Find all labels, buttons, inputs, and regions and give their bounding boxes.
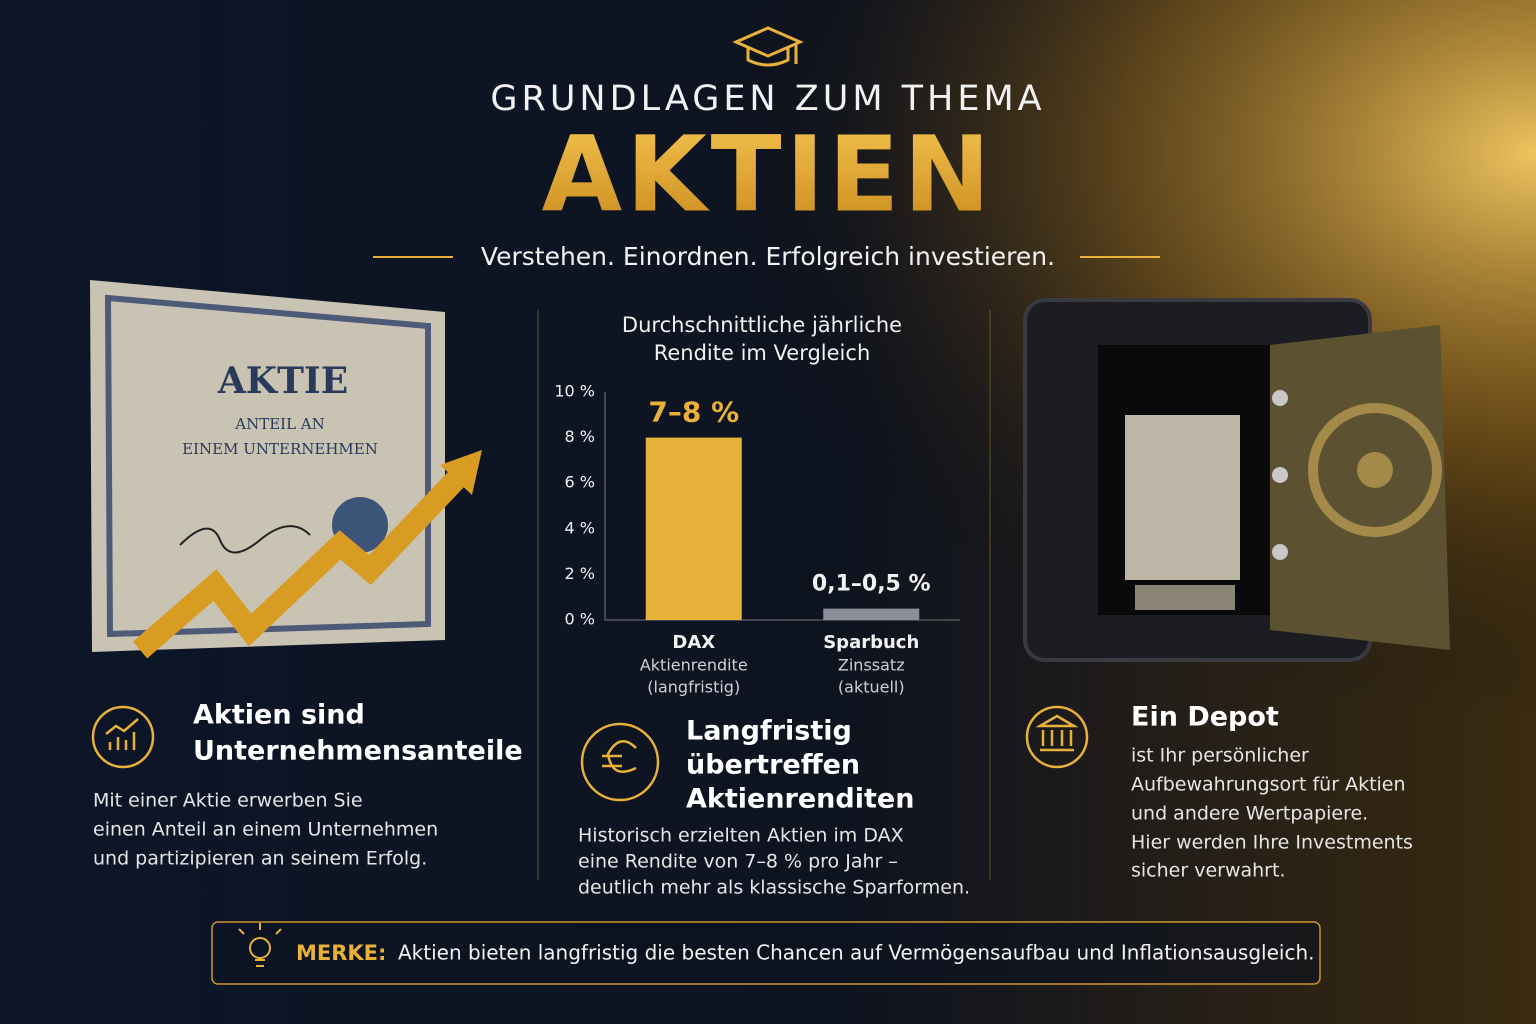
section-icons	[91, 705, 1089, 802]
y-tick-label: 10 %	[554, 382, 595, 401]
section-heading: übertreffen	[686, 750, 860, 781]
x-tick-label: Sparbuch	[823, 632, 919, 653]
section-text: und partizipieren an seinem Erfolg.	[93, 848, 427, 870]
note-box	[211, 921, 1321, 985]
chart-title: Durchschnittliche jährliche	[622, 313, 902, 337]
x-tick-note: (langfristig)	[647, 678, 740, 697]
y-tick-label: 0 %	[565, 610, 595, 629]
section-text: deutlich mehr als klassische Sparformen.	[578, 877, 970, 899]
x-tick-note: Zinssatz	[838, 656, 905, 675]
section-text: Hier werden Ihre Investments	[1131, 832, 1413, 854]
header-title: AKTIEN	[542, 113, 995, 235]
grad-cap-icon	[732, 26, 804, 67]
section-text: Historisch erzielten Aktien im DAX	[578, 825, 904, 847]
note-label: MERKE:	[296, 941, 386, 965]
value-label: 7–8 %	[648, 396, 739, 429]
section-text: eine Rendite von 7–8 % pro Jahr –	[578, 851, 898, 873]
section-heading: Langfristig	[686, 716, 852, 747]
section-text: einen Anteil an einem Unternehmen	[93, 819, 438, 841]
chart-title: Rendite im Vergleich	[654, 341, 871, 365]
y-tick-label: 6 %	[565, 473, 595, 492]
section-text: Aufbewahrungsort für Aktien	[1131, 774, 1406, 796]
certificate-illustration	[90, 280, 482, 659]
section-heading: Ein Depot	[1131, 702, 1279, 733]
section-text: und andere Wertpapiere.	[1131, 803, 1368, 825]
tagline: Verstehen. Einordnen. Erfolgreich invest…	[481, 242, 1055, 271]
y-tick-label: 4 %	[565, 518, 595, 537]
x-tick-label: DAX	[672, 632, 715, 653]
section-heading: Aktien sind	[193, 700, 365, 731]
y-tick-label: 8 %	[565, 427, 595, 446]
value-label: 0,1–0,5 %	[812, 572, 931, 597]
bulb-icon	[238, 923, 282, 967]
safe-illustration	[1023, 298, 1450, 662]
x-tick-note: (aktuell)	[838, 678, 905, 697]
section-heading: Unternehmensanteile	[193, 736, 523, 767]
certificate-title: AKTIE	[217, 360, 348, 402]
section-text: Mit einer Aktie erwerben Sie	[93, 790, 363, 812]
header-kicker: GRUNDLAGEN ZUM THEMA	[490, 79, 1045, 119]
certificate-line: ANTEIL AN	[234, 415, 325, 433]
x-tick-note: Aktienrendite	[640, 656, 748, 675]
certificate-line: EINEM UNTERNEHMEN	[182, 440, 378, 458]
section-heading: Aktienrenditen	[686, 784, 914, 815]
bar	[645, 437, 742, 620]
note-text: Aktien bieten langfristig die besten Cha…	[398, 941, 1315, 965]
y-tick-label: 2 %	[565, 564, 595, 583]
section-text: sicher verwahrt.	[1131, 860, 1285, 882]
bar	[823, 608, 920, 620]
section-text: ist Ihr persönlicher	[1131, 745, 1309, 767]
